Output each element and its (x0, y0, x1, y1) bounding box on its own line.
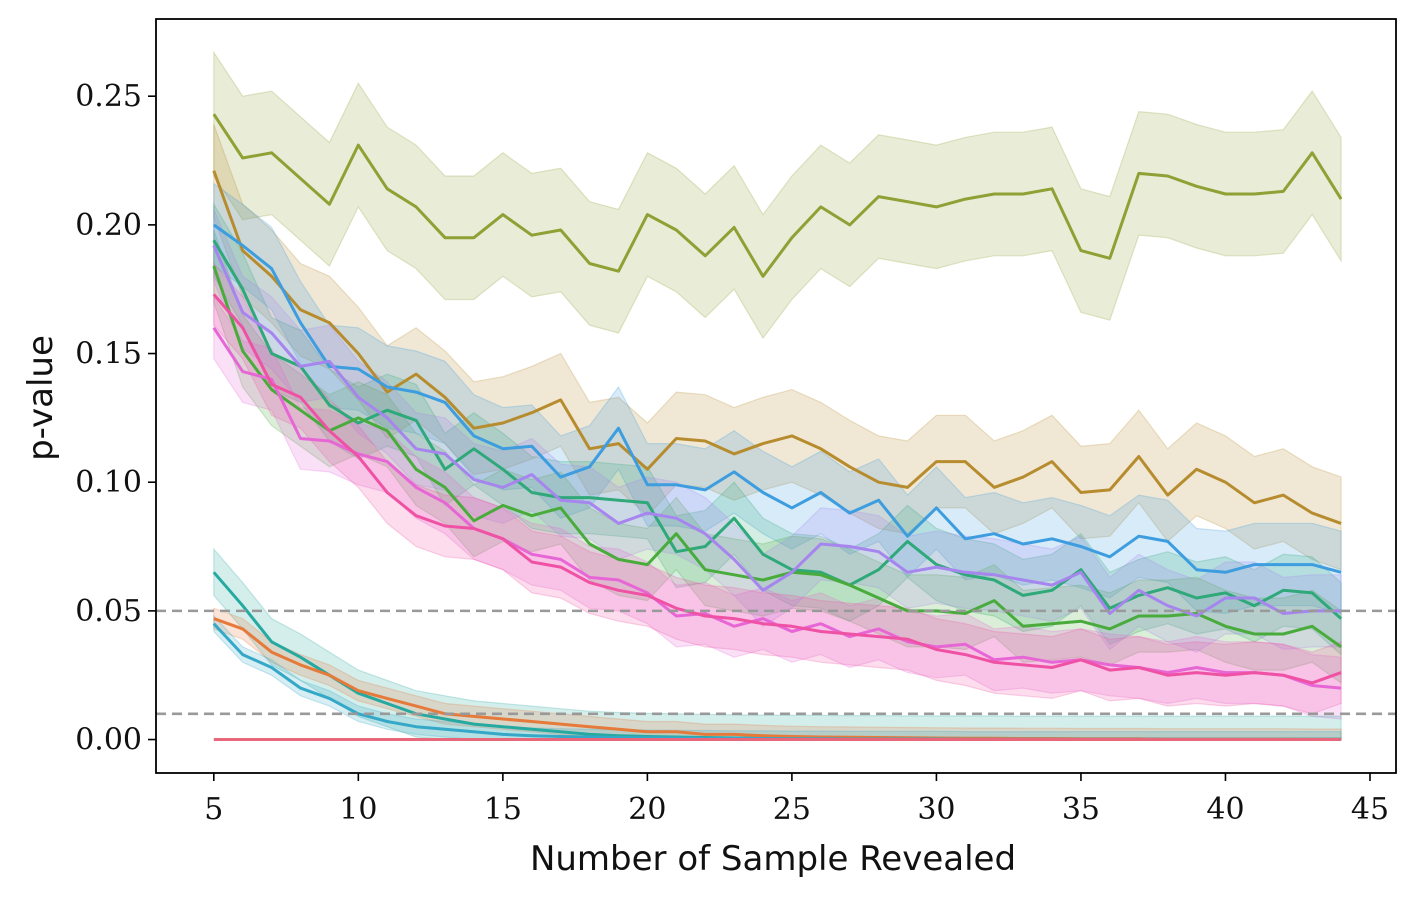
series-3-band (213, 182, 1342, 615)
y-axis-label: p-value (21, 335, 61, 461)
y-tick-label: 0.20 (75, 208, 142, 243)
reference-lines (156, 609, 1396, 716)
y-tick-label: 0.05 (75, 594, 142, 629)
series-lines (212, 113, 1343, 741)
x-tick-label: 25 (773, 792, 811, 827)
series-2-band (213, 124, 1342, 571)
series-6-line (212, 244, 1342, 618)
x-tick-label: 30 (917, 792, 955, 827)
x-tick-label: 5 (204, 792, 223, 827)
series-7-band (213, 294, 1342, 720)
x-tick-label: 35 (1062, 792, 1100, 827)
series-4-band (213, 202, 1342, 656)
y-tick-label: 0.00 (75, 723, 142, 758)
x-axis-label: Number of Sample Revealed (530, 839, 1016, 879)
y-tick-label: 0.15 (75, 337, 142, 372)
y-tick-label: 0.25 (75, 79, 142, 114)
x-tick-label: 45 (1351, 792, 1389, 827)
series-3-line (212, 223, 1342, 574)
x-tick-label: 15 (484, 792, 522, 827)
series-5-band (213, 229, 1342, 685)
x-tick-label: 10 (339, 792, 377, 827)
series-4-line (212, 239, 1343, 620)
x-tick-label: 40 (1206, 792, 1244, 827)
axes: 5 10 15 20 25 30 35 40 45 0.00 0.05 0.10 0.15 0.20 0.2… (75, 79, 1389, 827)
x-tick-label: 20 (628, 792, 666, 827)
series-5-line (212, 265, 1342, 649)
series-1-line (212, 113, 1343, 278)
series-8-line (212, 293, 1342, 685)
plot-frame (155, 18, 1397, 774)
confidence-bands (213, 50, 1342, 741)
series-1-band (213, 50, 1342, 340)
y-tick-label: 0.10 (75, 465, 142, 500)
series-2-line (212, 170, 1342, 525)
